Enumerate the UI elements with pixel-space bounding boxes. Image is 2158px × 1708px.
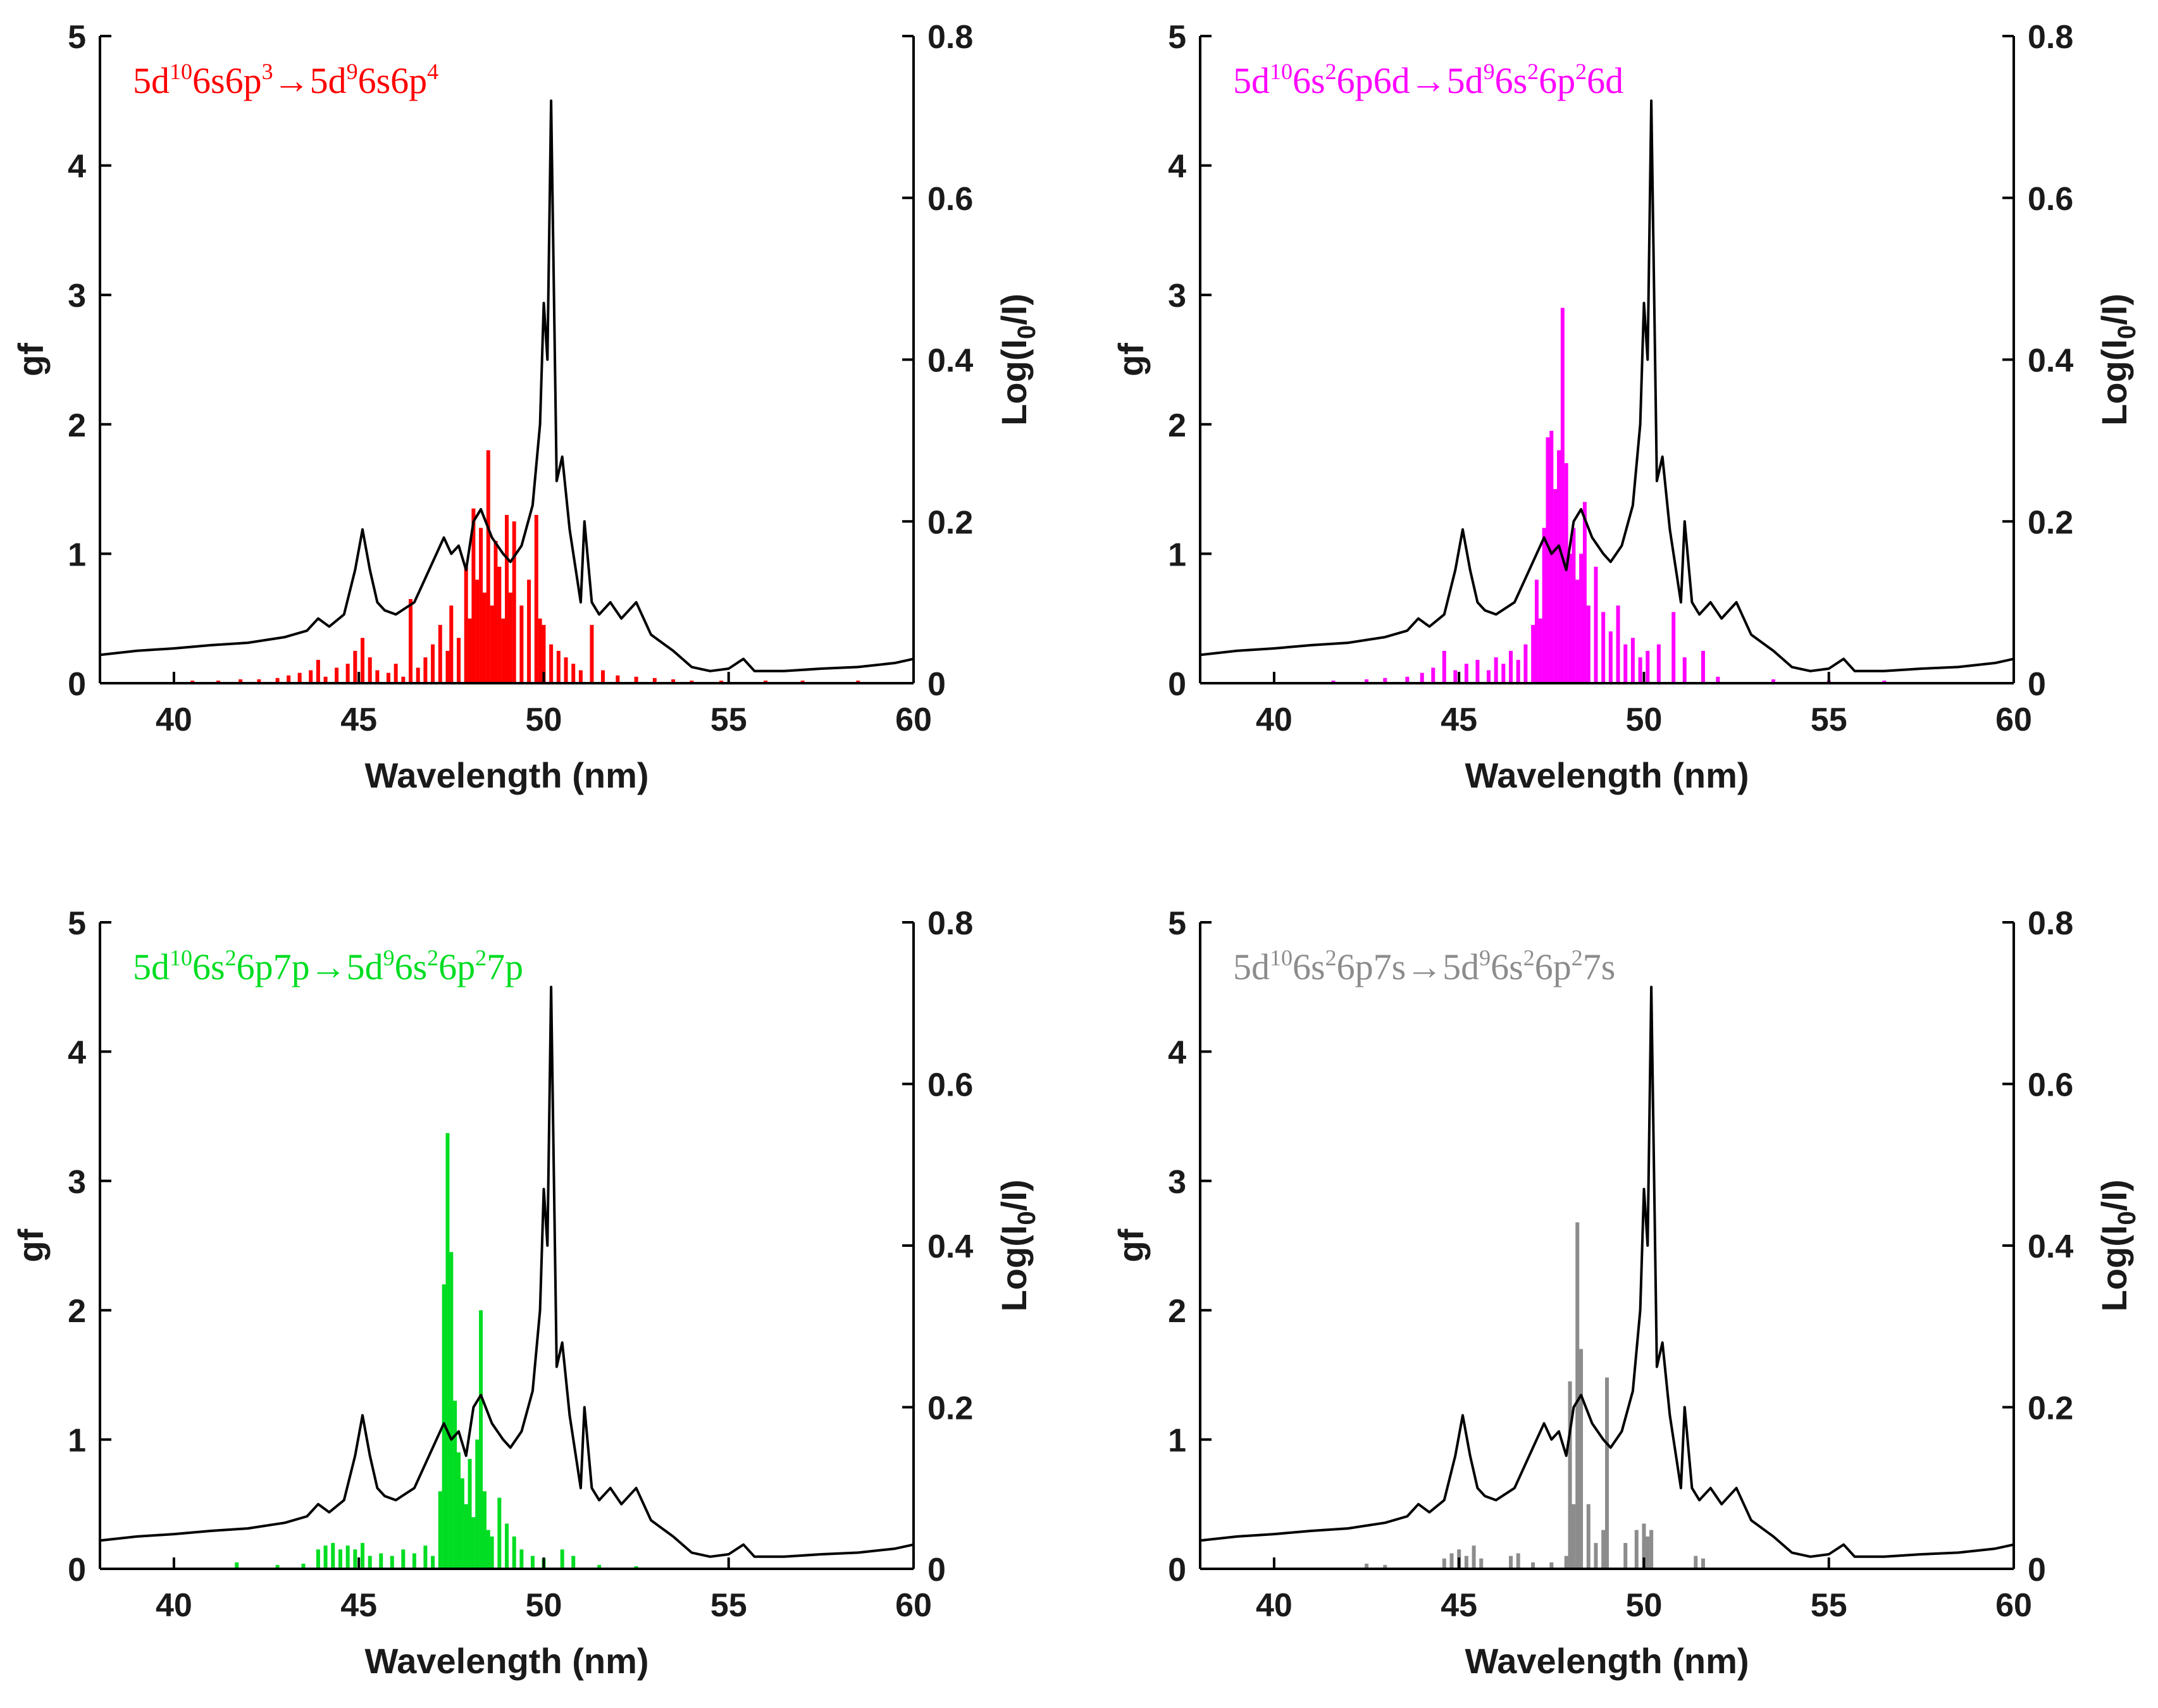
y2-tick-label: 0 — [2028, 666, 2046, 703]
y-tick-label: 1 — [68, 1423, 86, 1459]
x-axis-label: Wavelength (nm) — [1465, 755, 1749, 795]
y2-tick-label: 0.6 — [927, 1067, 973, 1104]
y2-tick-label: 0 — [927, 666, 946, 703]
y-axis-label: gf — [1111, 343, 1151, 376]
x-tick-label: 50 — [526, 1587, 562, 1624]
y2-tick-label: 0.8 — [927, 19, 973, 56]
y2-tick-label: 0.6 — [2028, 181, 2073, 218]
x-axis-label: Wavelength (nm) — [364, 1641, 648, 1681]
y2-tick-label: 0.8 — [927, 905, 973, 942]
x-tick-label: 40 — [156, 1587, 192, 1624]
y2-axis-label: Log(I0/I) — [2094, 294, 2141, 426]
y-tick-label: 3 — [1168, 1164, 1186, 1201]
y-axis-label: gf — [11, 343, 51, 376]
y2-tick-label: 0 — [2028, 1552, 2046, 1588]
x-tick-label: 50 — [526, 702, 562, 738]
panel-1: 40 45 50 55 6001234500.20.40.60.8Wavelength … — [11, 19, 1041, 795]
x-tick-label: 55 — [710, 702, 747, 738]
spectrum-line — [99, 986, 914, 1558]
panel-title: 5d106s26p7s→5d96s26p27s — [1233, 945, 1615, 987]
y2-tick-label: 0.4 — [2028, 343, 2073, 380]
y2-axis-label: Log(I0/I) — [994, 294, 1041, 426]
x-tick-label: 50 — [1626, 702, 1663, 738]
y2-tick-label: 0.2 — [927, 504, 973, 541]
y-tick-label: 5 — [1168, 19, 1186, 56]
x-tick-label: 40 — [1256, 1587, 1293, 1624]
y-tick-label: 4 — [1168, 149, 1186, 185]
x-tick-label: 45 — [340, 1587, 377, 1624]
y2-tick-label: 0.6 — [2028, 1067, 2073, 1104]
panel-4: 40 45 50 55 6001234500.20.40.60.8Wavelength … — [1111, 905, 2141, 1681]
panel-3: 40 45 50 55 6001234500.20.40.60.8Wavelength … — [11, 905, 1041, 1681]
y-tick-label: 2 — [68, 1293, 86, 1330]
y-tick-label: 1 — [1168, 1423, 1186, 1459]
y-tick-label: 2 — [68, 407, 86, 444]
x-tick-label: 50 — [1626, 1587, 1663, 1624]
y-axis-label: gf — [1111, 1228, 1151, 1262]
x-tick-label: 60 — [895, 1587, 932, 1624]
y2-tick-label: 0.4 — [927, 1228, 973, 1265]
y2-tick-label: 0.4 — [2028, 1228, 2073, 1265]
x-tick-label: 60 — [1995, 1587, 2032, 1624]
y-tick-label: 0 — [1168, 1552, 1186, 1588]
y-tick-label: 4 — [68, 149, 86, 185]
x-axis-label: Wavelength (nm) — [364, 755, 648, 795]
panel-title: 5d106s6p3→5d96s6p4 — [133, 59, 438, 101]
y-tick-label: 3 — [68, 1164, 86, 1201]
y2-tick-label: 0.6 — [927, 181, 973, 218]
y-tick-label: 1 — [1168, 536, 1186, 573]
y2-tick-label: 0 — [927, 1552, 946, 1588]
y-tick-label: 4 — [1168, 1034, 1186, 1071]
y2-axis-label: Log(I0/I) — [2094, 1180, 2141, 1312]
y-tick-label: 0 — [1168, 666, 1186, 703]
x-tick-label: 55 — [1811, 702, 1847, 738]
x-axis-label: Wavelength (nm) — [1465, 1641, 1749, 1681]
y2-tick-label: 0.4 — [927, 343, 973, 380]
y-tick-label: 4 — [68, 1034, 86, 1071]
x-tick-label: 40 — [156, 702, 192, 738]
y2-tick-label: 0.8 — [2028, 19, 2073, 56]
y2-tick-label: 0.2 — [2028, 1390, 2073, 1427]
panel-title: 5d106s26p6d→5d96s26p26d — [1233, 59, 1623, 101]
y-tick-label: 0 — [68, 1552, 86, 1588]
y-tick-label: 0 — [68, 666, 86, 703]
y-tick-label: 2 — [1168, 1293, 1186, 1330]
x-tick-label: 40 — [1256, 702, 1293, 738]
spectrum-line — [99, 99, 914, 672]
panel-title: 5d106s26p7p→5d96s26p27p — [133, 945, 523, 987]
y2-tick-label: 0.2 — [2028, 504, 2073, 541]
spectrum-line — [1200, 99, 2014, 672]
y-axis-label: gf — [11, 1228, 51, 1262]
x-tick-label: 45 — [1441, 1587, 1477, 1624]
y-tick-label: 3 — [1168, 278, 1186, 314]
x-tick-label: 45 — [340, 702, 377, 738]
y2-tick-label: 0.2 — [927, 1390, 973, 1427]
x-tick-label: 60 — [895, 702, 932, 738]
x-tick-label: 45 — [1441, 702, 1477, 738]
y-tick-label: 5 — [68, 19, 86, 56]
y-tick-label: 3 — [68, 278, 86, 314]
y2-axis-label: Log(I0/I) — [994, 1180, 1041, 1312]
x-tick-label: 55 — [710, 1587, 747, 1624]
y-tick-label: 2 — [1168, 407, 1186, 444]
x-tick-label: 55 — [1811, 1587, 1847, 1624]
spectrum-line — [1200, 986, 2014, 1558]
y2-tick-label: 0.8 — [2028, 905, 2073, 942]
y-tick-label: 1 — [68, 536, 86, 573]
y-tick-label: 5 — [1168, 905, 1186, 942]
y-tick-label: 5 — [68, 905, 86, 942]
panel-2: 40 45 50 55 6001234500.20.40.60.8Wavelength … — [1111, 19, 2141, 795]
x-tick-label: 60 — [1995, 702, 2032, 738]
